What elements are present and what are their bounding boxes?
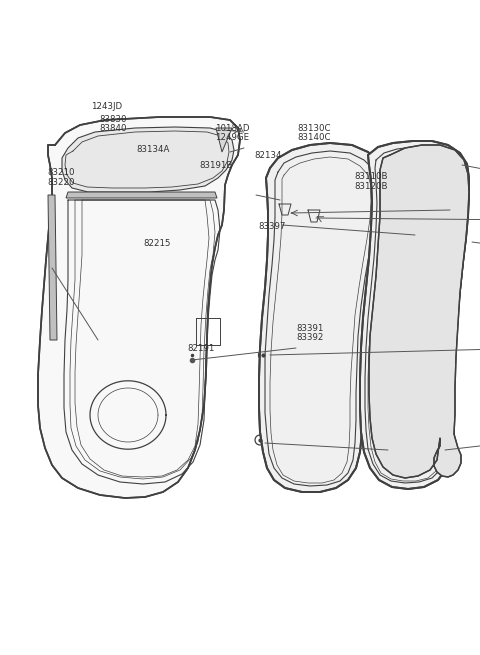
Text: 83191B: 83191B — [199, 160, 233, 170]
Text: 83391: 83391 — [297, 324, 324, 333]
Text: 82191: 82191 — [187, 344, 215, 353]
Text: 83120B: 83120B — [354, 181, 388, 191]
Polygon shape — [62, 127, 234, 192]
Text: 82215: 82215 — [143, 239, 170, 248]
Polygon shape — [360, 141, 469, 489]
Text: 83840: 83840 — [100, 124, 127, 133]
Polygon shape — [66, 192, 217, 198]
Polygon shape — [38, 117, 240, 498]
Text: 83830: 83830 — [100, 115, 127, 124]
Text: 1243JD: 1243JD — [91, 102, 122, 111]
Text: 1249GE: 1249GE — [215, 133, 249, 142]
Text: 83140C: 83140C — [298, 133, 331, 142]
Text: 83397: 83397 — [258, 222, 286, 231]
Text: 82134: 82134 — [254, 151, 282, 160]
Polygon shape — [216, 128, 232, 152]
Text: 83110B: 83110B — [354, 172, 388, 181]
Text: 83220: 83220 — [47, 178, 74, 187]
Text: 83134A: 83134A — [137, 145, 170, 154]
Polygon shape — [259, 143, 384, 492]
Text: 83130C: 83130C — [298, 124, 331, 133]
Polygon shape — [369, 145, 469, 478]
Text: 83210: 83210 — [47, 168, 74, 178]
Text: 1018AD: 1018AD — [215, 124, 250, 133]
Polygon shape — [48, 195, 57, 340]
Text: 83392: 83392 — [297, 333, 324, 343]
